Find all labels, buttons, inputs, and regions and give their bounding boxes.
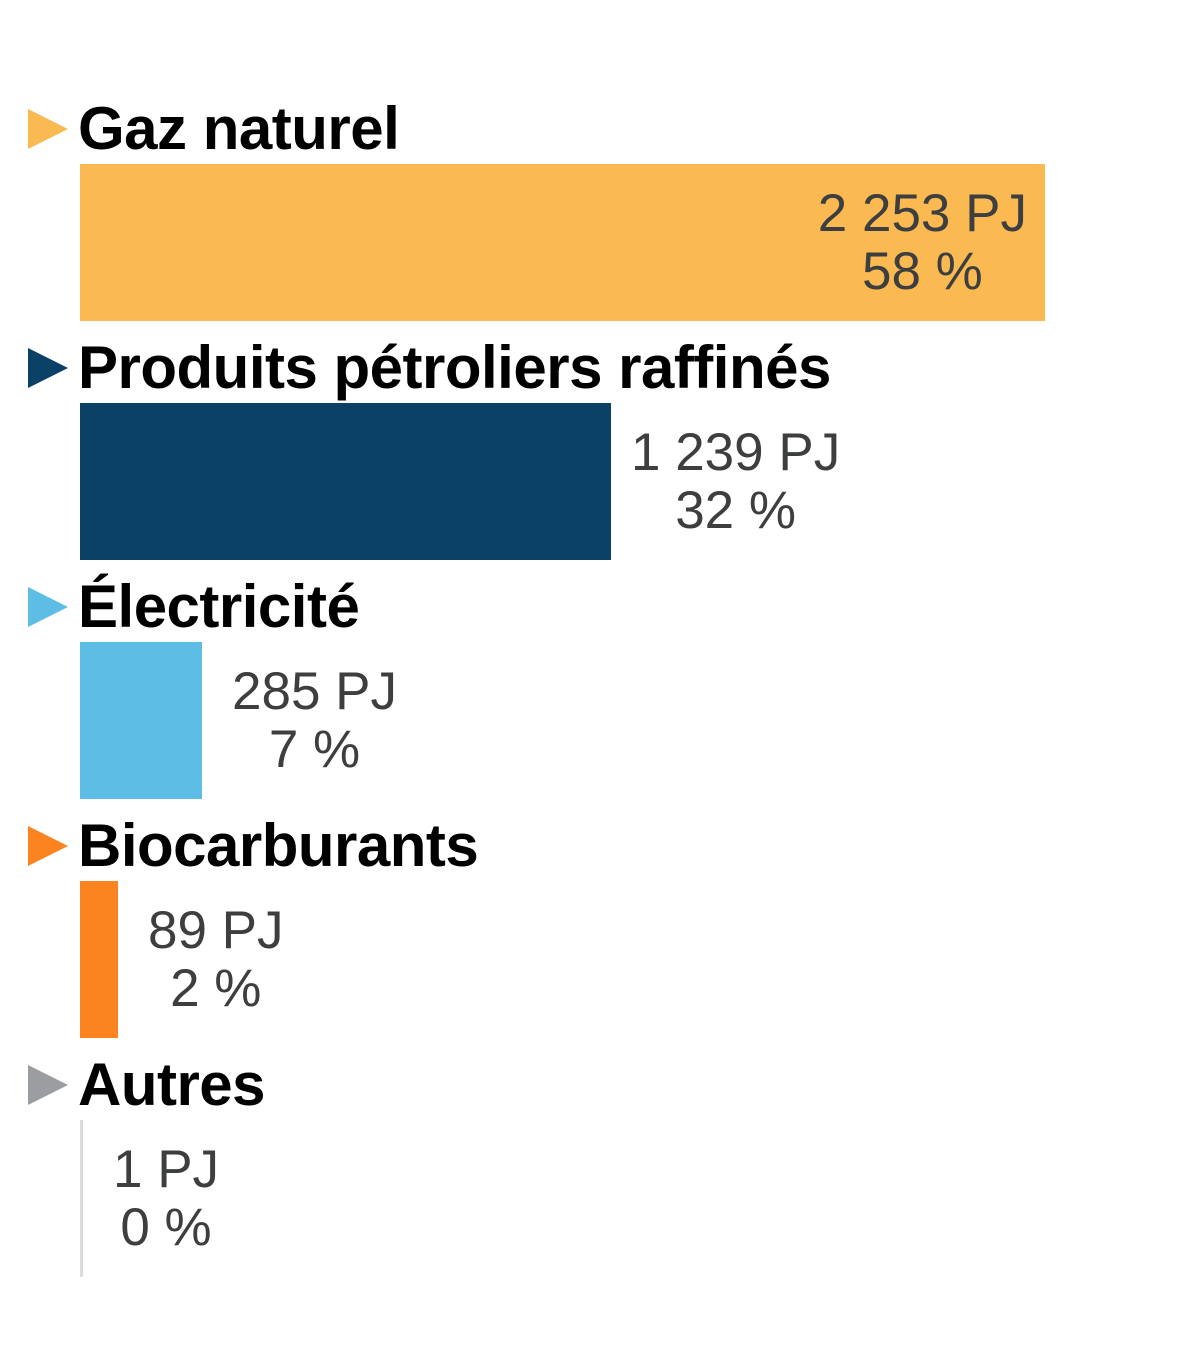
bar-area: 1 239 PJ 32 % — [80, 403, 1200, 560]
bar-autres — [80, 1120, 83, 1277]
bar-area: 285 PJ 7 % — [80, 642, 1200, 799]
chart-row-produits-petroliers: Produits pétroliers raffinés 1 239 PJ 32… — [28, 335, 1200, 560]
triangle-bullet-icon — [28, 587, 68, 627]
category-header: Autres — [28, 1052, 1200, 1118]
bar-electricite — [80, 642, 202, 799]
category-header: Gaz naturel — [28, 96, 1200, 162]
category-label: Biocarburants — [78, 812, 479, 879]
category-header: Électricité — [28, 574, 1200, 640]
value-pct: 58 % — [861, 241, 983, 301]
bar-area: 1 PJ 0 % — [80, 1120, 1200, 1277]
triangle-bullet-icon — [28, 826, 68, 866]
value-pj: 89 PJ — [148, 900, 284, 960]
category-label: Électricité — [78, 573, 360, 640]
value-block: 285 PJ 7 % — [232, 661, 398, 779]
value-pj: 285 PJ — [232, 661, 398, 721]
value-pct: 32 % — [675, 480, 797, 540]
bar-gaz-naturel: 2 253 PJ 58 % — [80, 164, 1045, 321]
category-header: Produits pétroliers raffinés — [28, 335, 1200, 401]
chart-row-gaz-naturel: Gaz naturel 2 253 PJ 58 % — [28, 96, 1200, 321]
value-pj: 2 253 PJ — [817, 183, 1027, 243]
bar-biocarburants — [80, 881, 118, 1038]
chart-row-electricite: Électricité 285 PJ 7 % — [28, 574, 1200, 799]
category-header: Biocarburants — [28, 813, 1200, 879]
bar-area: 89 PJ 2 % — [80, 881, 1200, 1038]
value-block: 1 239 PJ 32 % — [631, 422, 841, 540]
value-pj: 1 PJ — [113, 1139, 220, 1199]
category-label: Produits pétroliers raffinés — [78, 334, 831, 401]
value-block: 89 PJ 2 % — [148, 900, 284, 1018]
value-pct: 0 % — [120, 1197, 212, 1257]
bar-produits-petroliers — [80, 403, 611, 560]
value-pct: 2 % — [170, 958, 262, 1018]
chart-row-autres: Autres 1 PJ 0 % — [28, 1052, 1200, 1277]
triangle-bullet-icon — [28, 1065, 68, 1105]
bar-area: 2 253 PJ 58 % — [80, 164, 1200, 321]
value-pct: 7 % — [268, 719, 361, 779]
chart-row-biocarburants: Biocarburants 89 PJ 2 % — [28, 813, 1200, 1038]
triangle-bullet-icon — [28, 109, 68, 149]
triangle-bullet-icon — [28, 348, 68, 388]
category-label: Autres — [78, 1051, 266, 1118]
energy-mix-bar-chart: Gaz naturel 2 253 PJ 58 % Produits pétro… — [28, 96, 1200, 1277]
value-block: 2 253 PJ 58 % — [817, 183, 1027, 301]
value-block: 1 PJ 0 % — [113, 1139, 220, 1257]
category-label: Gaz naturel — [78, 95, 400, 162]
value-pj: 1 239 PJ — [631, 422, 841, 482]
